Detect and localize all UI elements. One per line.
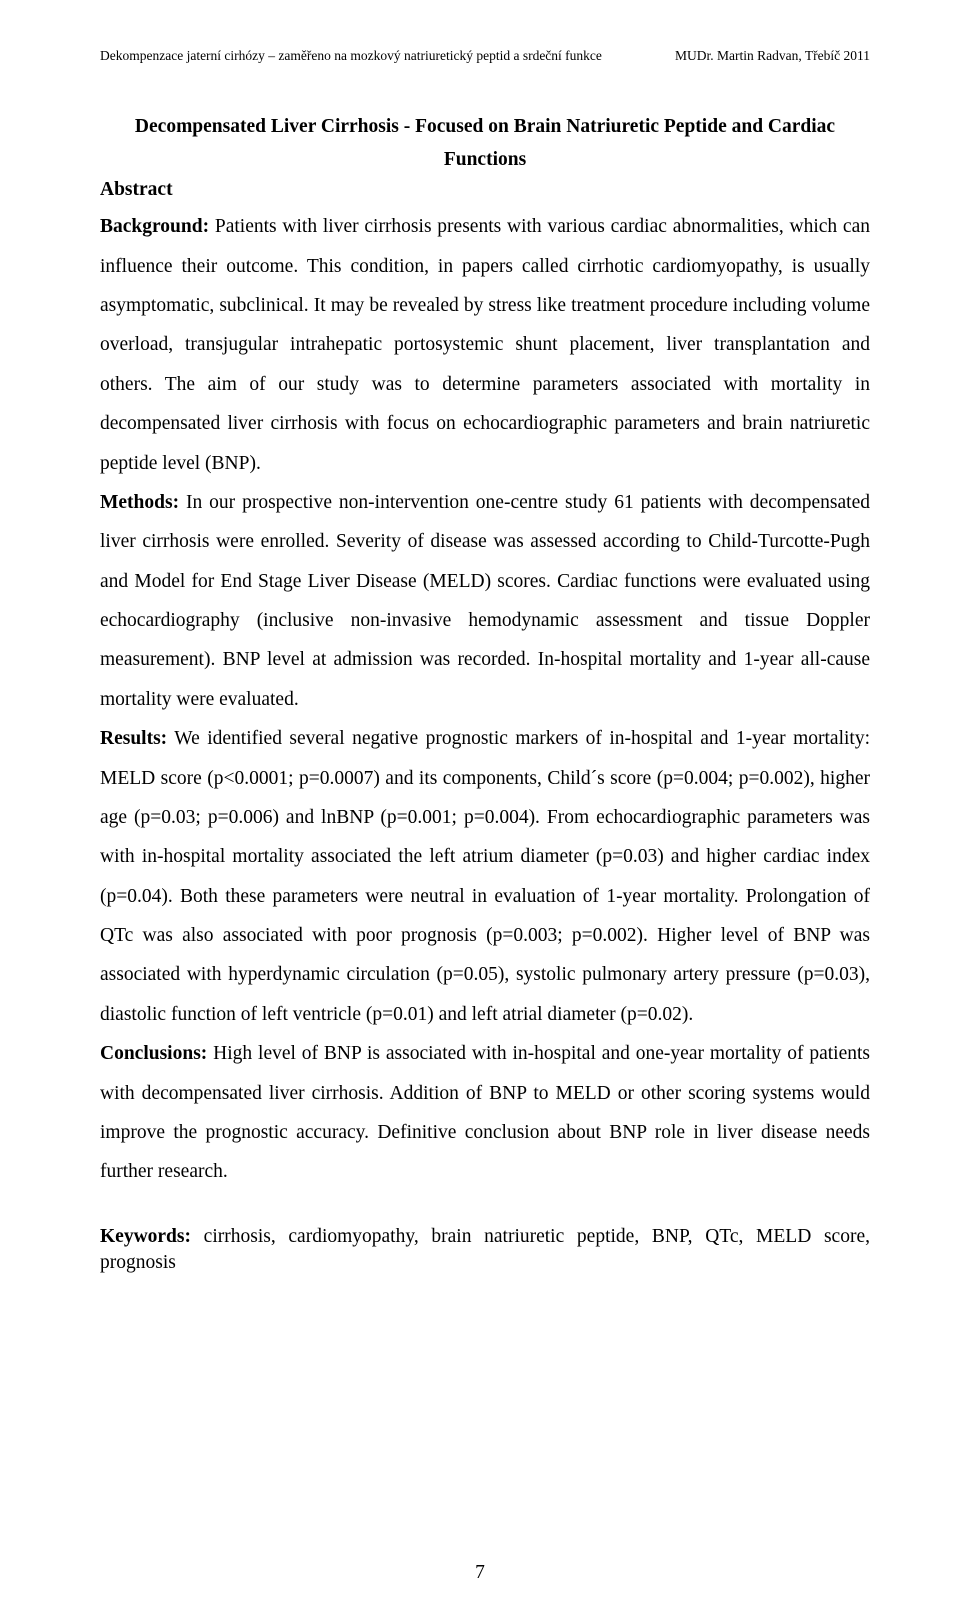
keywords-label: Keywords:: [100, 1226, 191, 1247]
results-text: We identified several negative prognosti…: [100, 728, 870, 1025]
keywords-text: cirrhosis, cardiomyopathy, brain natriur…: [100, 1226, 870, 1273]
paper-title-line2: Functions: [100, 149, 870, 171]
header-left: Dekompenzace jaterní cirhózy – zaměřeno …: [100, 48, 602, 64]
keywords-block: Keywords: cirrhosis, cardiomyopathy, bra…: [100, 1224, 870, 1277]
conclusions-label: Conclusions:: [100, 1043, 207, 1064]
background-text: Patients with liver cirrhosis presents w…: [100, 216, 870, 473]
page-number: 7: [0, 1562, 960, 1584]
abstract-body: Background: Patients with liver cirrhosi…: [100, 207, 870, 1191]
running-header: Dekompenzace jaterní cirhózy – zaměřeno …: [100, 48, 870, 64]
paper-title-line1: Decompensated Liver Cirrhosis - Focused …: [100, 112, 870, 141]
abstract-heading: Abstract: [100, 179, 870, 201]
methods-text: In our prospective non-intervention one-…: [100, 492, 870, 710]
header-right: MUDr. Martin Radvan, Třebíč 2011: [675, 48, 870, 64]
conclusions-text: High level of BNP is associated with in-…: [100, 1043, 870, 1182]
results-label: Results:: [100, 728, 167, 749]
methods-label: Methods:: [100, 492, 179, 513]
background-label: Background:: [100, 216, 209, 237]
